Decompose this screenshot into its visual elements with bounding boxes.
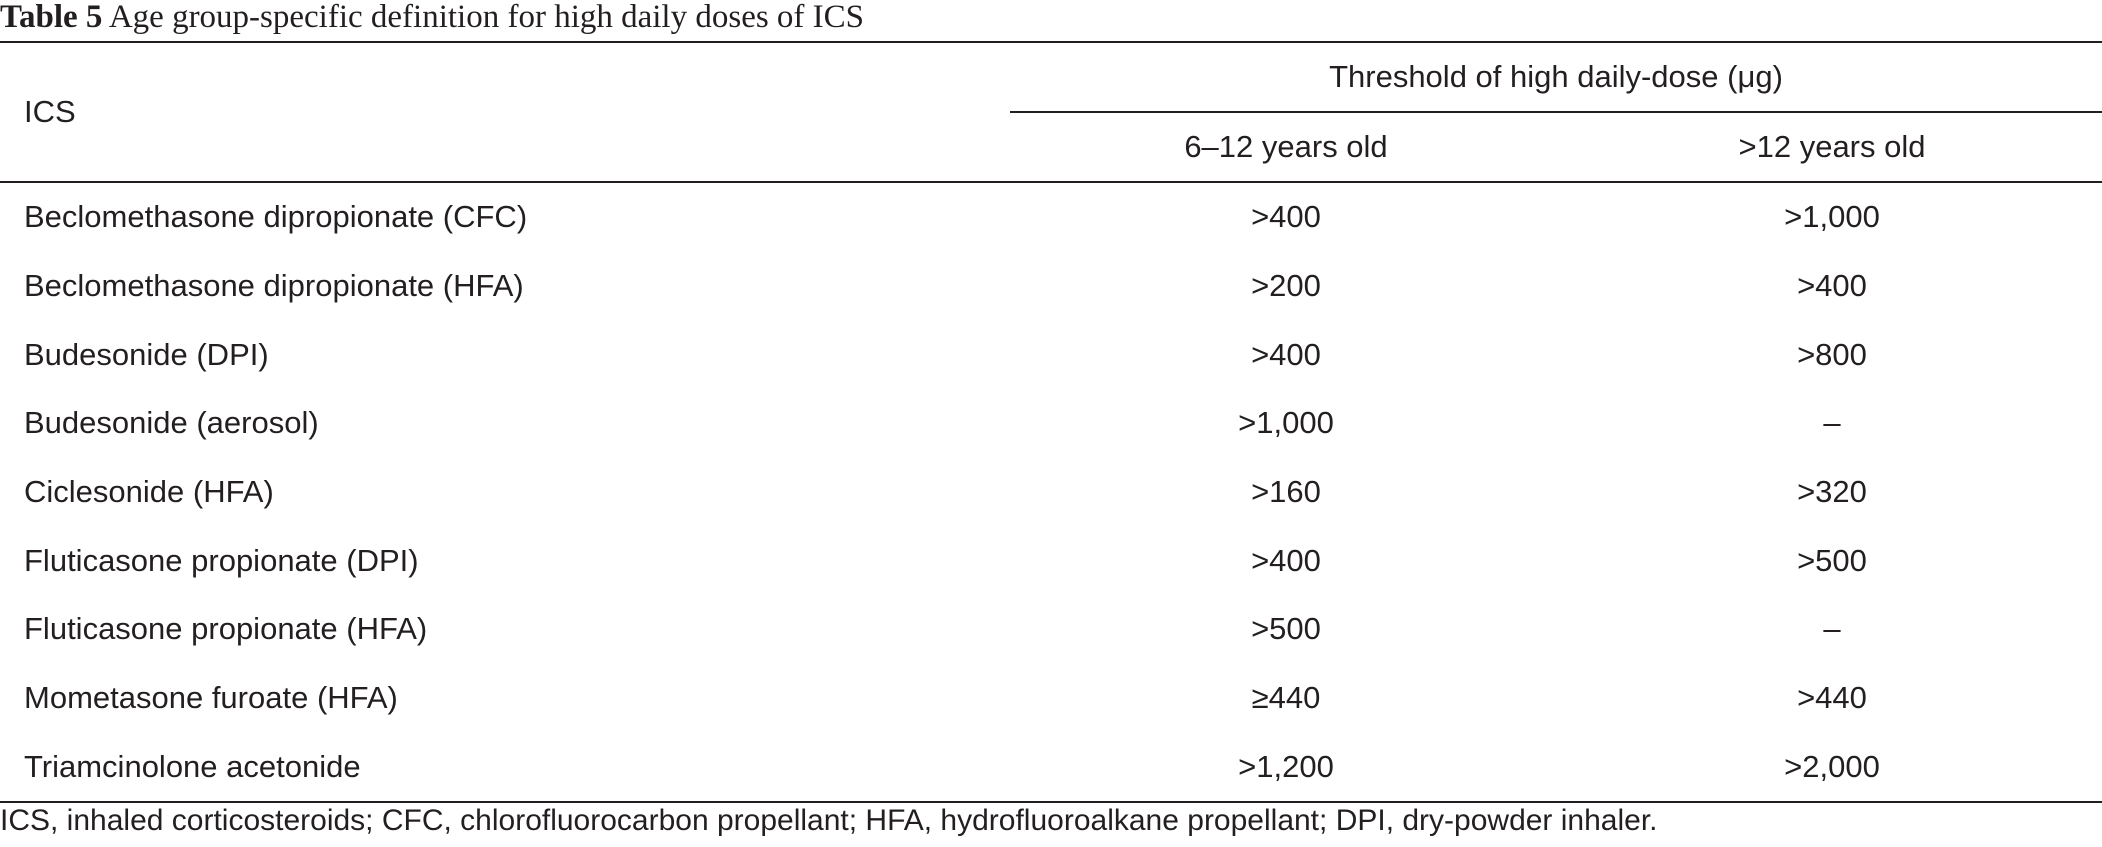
cell-ics-name: Fluticasone propionate (DPI)	[24, 542, 419, 578]
table-row: Budesonide (aerosol) >1,000 –	[0, 389, 2102, 458]
cell-age-6-12: >400	[1251, 542, 1321, 578]
cell-age-6-12: >200	[1251, 268, 1321, 304]
cell-age-over-12: >440	[1797, 680, 1867, 716]
cell-age-6-12: >1,200	[1010, 732, 1562, 804]
cell-ics-name: Ciclesonide (HFA)	[24, 474, 274, 510]
ics-dose-table: ICS Threshold of high daily-dose (μg) 6–…	[0, 41, 2102, 804]
cell-age-over-12: >320	[1797, 474, 1867, 510]
cell-age-over-12: >2,000	[1562, 732, 2102, 804]
table-body: Beclomethasone dipropionate (CFC) >400 >1,…	[0, 182, 2102, 804]
cell-age-over-12: >400	[1797, 268, 1867, 304]
table-row: Beclomethasone dipropionate (CFC) >400 >1,…	[0, 182, 2102, 252]
cell-age-over-12: >800	[1797, 336, 1867, 372]
header-row-group: ICS Threshold of high daily-dose (μg)	[0, 41, 2102, 183]
cell-ics-name: Budesonide (DPI)	[24, 336, 269, 372]
cell-age-6-12: >500	[1251, 611, 1321, 647]
cell-age-6-12: >160	[1251, 474, 1321, 510]
cell-age-6-12: >1,000	[1238, 405, 1334, 441]
cell-age-over-12: –	[1823, 405, 1841, 441]
header-age-6-12: 6–12 years old	[1010, 112, 1562, 183]
table-footnote: ICS, inhaled corticosteroids; CFC, chlor…	[0, 804, 1658, 837]
header-ics: ICS	[0, 41, 1010, 183]
cell-ics-name: Triamcinolone acetonide	[0, 732, 1010, 804]
cell-ics-name: Mometasone furoate (HFA)	[24, 680, 398, 716]
cell-age-6-12: >400	[1251, 336, 1321, 372]
header-threshold-group: Threshold of high daily-dose (μg)	[1010, 41, 2102, 113]
cell-ics-name: Budesonide (aerosol)	[24, 405, 319, 441]
table-row: Triamcinolone acetonide >1,200 >2,000	[0, 732, 2102, 804]
cell-ics-name: Fluticasone propionate (HFA)	[24, 611, 428, 647]
cell-age-over-12: >1,000	[1784, 199, 1880, 235]
table-row: Beclomethasone dipropionate (HFA) >200 >40…	[0, 252, 2102, 321]
cell-age-over-12: >500	[1797, 542, 1867, 578]
cell-ics-name: Beclomethasone dipropionate (CFC)	[24, 199, 528, 235]
table-caption: Table 5 Age group-specific definition fo…	[0, 0, 864, 42]
header-age-over-12: >12 years old	[1562, 112, 2102, 183]
table-row: Fluticasone propionate (DPI) >400 >500	[0, 526, 2102, 595]
header-row-sub: 6–12 years old >12 years old	[0, 112, 2102, 183]
table-row: Budesonide (DPI) >400 >800	[0, 320, 2102, 389]
cell-age-over-12: –	[1823, 611, 1841, 647]
table-row: Mometasone furoate (HFA) ≥440 >440	[0, 664, 2102, 733]
table-row: Ciclesonide (HFA) >160 >320	[0, 458, 2102, 527]
table-title: Age group-specific definition for high d…	[108, 0, 865, 35]
cell-age-6-12: >400	[1251, 199, 1321, 235]
table-row: Fluticasone propionate (HFA) >500 –	[0, 595, 2102, 664]
cell-ics-name: Beclomethasone dipropionate (HFA)	[24, 268, 524, 304]
table-number: Table 5	[0, 0, 103, 35]
cell-age-6-12: ≥440	[1251, 680, 1321, 716]
